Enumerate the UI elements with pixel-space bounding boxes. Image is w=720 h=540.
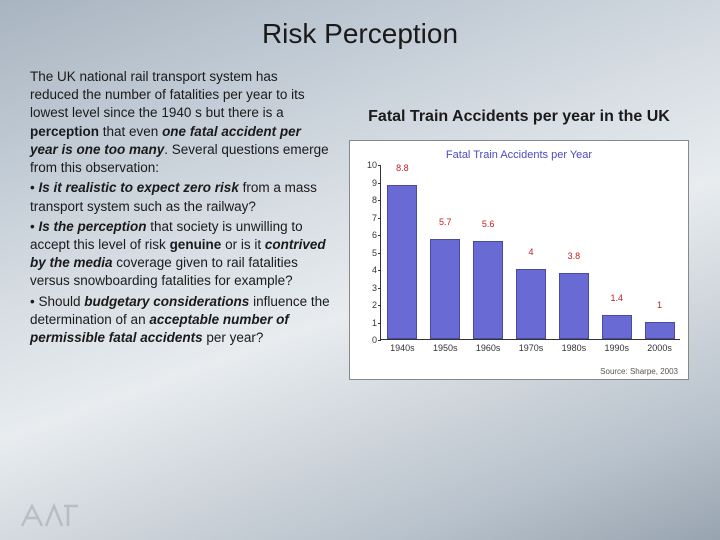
b2-d: or is it — [221, 237, 265, 252]
bar-value-label: 1 — [657, 300, 662, 310]
intro-perception: perception — [30, 124, 99, 139]
bullet-2: • Is the perception that society is unwi… — [30, 218, 330, 291]
logo-icon — [20, 502, 80, 528]
chart-container: Fatal Train Accidents per Year 0 1 2 3 4 5 6 7 8… — [349, 140, 689, 380]
y-tick-mark — [378, 183, 381, 184]
y-tick-mark — [378, 305, 381, 306]
bar-value-label: 5.7 — [439, 217, 452, 227]
y-tick-mark — [378, 235, 381, 236]
y-tick-label: 2 — [363, 300, 377, 310]
content-row: The UK national rail transport system ha… — [30, 68, 690, 380]
bar — [387, 185, 417, 339]
b3-a: • Should — [30, 294, 84, 309]
body-text: The UK national rail transport system ha… — [30, 68, 330, 380]
y-tick-label: 8 — [363, 195, 377, 205]
bullet-1: • Is it realistic to expect zero risk fr… — [30, 179, 330, 215]
y-tick-label: 9 — [363, 178, 377, 188]
y-tick-mark — [378, 270, 381, 271]
plot-area: 0123456789108.81940s5.71950s5.61960s4197… — [380, 165, 680, 340]
chart-heading: Fatal Train Accidents per year in the UK — [368, 108, 670, 126]
bar-value-label: 5.6 — [482, 219, 495, 229]
bullet-3: • Should budgetary considerations influe… — [30, 293, 330, 348]
bar-value-label: 1.4 — [610, 293, 623, 303]
x-tick-label: 1960s — [476, 343, 501, 353]
b3-e: per year? — [203, 330, 264, 345]
x-tick-label: 1990s — [604, 343, 629, 353]
y-tick-label: 3 — [363, 283, 377, 293]
y-tick-mark — [378, 288, 381, 289]
x-tick-label: 1980s — [562, 343, 587, 353]
chart-source: Source: Sharpe, 2003 — [600, 367, 678, 376]
y-tick-label: 0 — [363, 335, 377, 345]
intro-paragraph: The UK national rail transport system ha… — [30, 68, 330, 177]
y-tick-label: 6 — [363, 230, 377, 240]
y-tick-mark — [378, 340, 381, 341]
x-tick-label: 1950s — [433, 343, 458, 353]
bar-value-label: 3.8 — [568, 251, 581, 261]
y-tick-label: 7 — [363, 213, 377, 223]
bar-value-label: 8.8 — [396, 163, 409, 173]
y-tick-mark — [378, 165, 381, 166]
bar-value-label: 4 — [528, 247, 533, 257]
x-tick-label: 2000s — [647, 343, 672, 353]
intro-text-1: The UK national rail transport system ha… — [30, 69, 305, 120]
y-tick-mark — [378, 200, 381, 201]
bar — [645, 322, 675, 340]
y-tick-label: 4 — [363, 265, 377, 275]
bar — [559, 273, 589, 340]
intro-text-2: that even — [99, 124, 162, 139]
b2-c: genuine — [170, 237, 222, 252]
b1-a: Is it realistic to expect zero risk — [38, 180, 238, 195]
b2-a: Is the perception — [38, 219, 146, 234]
chart-column: Fatal Train Accidents per year in the UK… — [348, 68, 690, 380]
y-tick-label: 10 — [363, 160, 377, 170]
b3-b: budgetary considerations — [84, 294, 249, 309]
x-tick-label: 1940s — [390, 343, 415, 353]
y-tick-mark — [378, 253, 381, 254]
bar — [473, 241, 503, 339]
y-tick-label: 5 — [363, 248, 377, 258]
slide: Risk Perception The UK national rail tra… — [0, 0, 720, 540]
bar — [602, 315, 632, 340]
bar — [516, 269, 546, 339]
chart-inner-title: Fatal Train Accidents per Year — [358, 149, 680, 161]
bar — [430, 239, 460, 339]
y-tick-label: 1 — [363, 318, 377, 328]
y-tick-mark — [378, 218, 381, 219]
page-title: Risk Perception — [30, 18, 690, 50]
y-tick-mark — [378, 323, 381, 324]
x-tick-label: 1970s — [519, 343, 544, 353]
